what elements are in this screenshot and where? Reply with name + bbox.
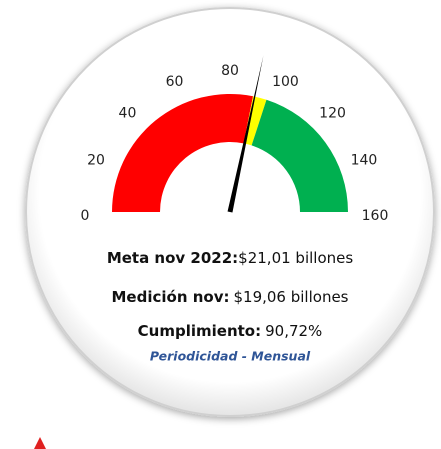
medicion-label: Medición nov:	[112, 288, 230, 306]
cumplimiento-label: Cumplimiento:	[138, 322, 261, 340]
medicion-value: $19,06 billones	[233, 288, 348, 306]
meta-value: $21,01 billones	[238, 249, 353, 267]
gauge-band	[251, 99, 348, 212]
medicion-line: Medición nov: $19,06 billones	[112, 288, 349, 306]
meta-label: Meta nov 2022:	[107, 249, 238, 267]
gauge: 0 20 40 60 80 100 120 140 160	[81, 55, 389, 224]
footer: Periodicidad - Mensual	[150, 349, 311, 364]
cumplimiento-value: 90,72%	[265, 322, 322, 340]
corner-icon	[34, 437, 46, 449]
cumplimiento-line: Cumplimiento: 90,72%	[138, 322, 323, 340]
needle	[227, 55, 264, 213]
tick-label: 100	[272, 74, 299, 90]
meta-line: Meta nov 2022:$21,01 billones	[107, 249, 354, 267]
tick-label: 20	[87, 153, 105, 169]
tick-label: 0	[81, 208, 90, 224]
tick-label: 140	[351, 153, 378, 169]
gauge-band	[112, 94, 254, 212]
tick-label: 80	[221, 63, 239, 79]
tick-label: 120	[319, 105, 346, 121]
gauge-band	[243, 96, 267, 146]
tick-label: 160	[362, 208, 389, 224]
tick-label: 60	[166, 74, 184, 90]
tick-label: 40	[119, 105, 137, 121]
